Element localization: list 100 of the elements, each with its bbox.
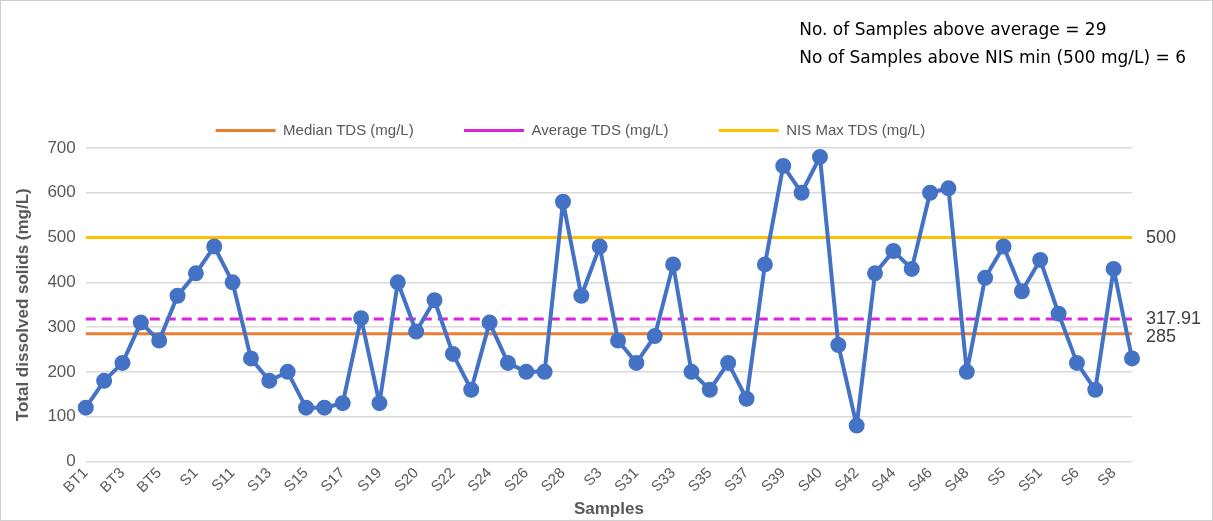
y-tick-label: 400: [47, 272, 76, 292]
point: [958, 363, 975, 380]
y-tick-label: 0: [66, 451, 76, 471]
point: [261, 372, 278, 389]
point: [132, 314, 149, 331]
point: [187, 265, 204, 282]
point: [224, 274, 241, 291]
point: [151, 332, 168, 349]
point: [298, 399, 315, 416]
point: [96, 372, 113, 389]
x-tick-label: S46: [904, 463, 936, 495]
legend-label: Median TDS (mg/L): [283, 120, 414, 138]
point: [1050, 305, 1067, 322]
point: [848, 417, 865, 434]
x-tick-label: S37: [720, 463, 752, 495]
point: [353, 310, 370, 327]
point: [591, 238, 608, 255]
legend-label: NIS Max TDS (mg/L): [786, 120, 926, 138]
x-tick-label: S15: [280, 463, 312, 495]
point: [922, 184, 939, 201]
point: [536, 363, 553, 380]
data-label: 285: [1146, 326, 1177, 347]
point: [830, 337, 847, 354]
x-tick-label: S35: [683, 463, 715, 495]
x-tick-label: S19: [353, 463, 385, 495]
point: [334, 395, 351, 412]
point: [867, 265, 884, 282]
point: [940, 180, 957, 197]
point: [610, 332, 627, 349]
y-tick-label: 600: [47, 182, 76, 202]
point: [1068, 354, 1085, 371]
point: [1013, 283, 1030, 300]
legend-label: Average TDS (mg/L): [531, 120, 669, 138]
x-axis-title: Samples: [573, 499, 644, 519]
x-tick-label: S39: [757, 463, 789, 495]
x-tick-label: S5: [983, 463, 1009, 489]
y-tick-label: 100: [47, 406, 76, 426]
point: [499, 354, 516, 371]
x-tick-label: S31: [610, 463, 642, 495]
point: [995, 238, 1012, 255]
text: No of Samples above NIS min (500 mg/L) = 6: [799, 46, 1186, 69]
point: [114, 354, 131, 371]
y-tick-label: 300: [47, 316, 76, 336]
point: [977, 269, 994, 286]
point: [701, 381, 718, 398]
y-tick-label: 700: [47, 137, 76, 157]
x-tick-label: S24: [463, 463, 495, 495]
point: [408, 323, 425, 340]
point: [444, 345, 461, 362]
x-tick-label: S44: [867, 463, 899, 495]
point: [169, 287, 186, 304]
x-tick-label: S11: [207, 463, 238, 494]
data-label: 317.91: [1146, 308, 1202, 329]
x-tick-label: S26: [500, 463, 532, 495]
point: [77, 399, 94, 416]
point: [793, 184, 810, 201]
x-tick-label: S20: [390, 463, 422, 495]
y-tick-label: 500: [47, 227, 76, 247]
point: [316, 399, 333, 416]
point: [279, 363, 296, 380]
point: [720, 354, 737, 371]
point: [628, 354, 645, 371]
y-tick-label: 200: [47, 361, 76, 381]
point: [775, 157, 792, 174]
point: [518, 363, 535, 380]
x-tick-label: S28: [537, 463, 569, 495]
x-tick-label: S3: [579, 463, 605, 489]
point: [1105, 260, 1122, 277]
x-tick-label: BT3: [96, 463, 128, 496]
point: [646, 328, 663, 345]
x-tick-label: S33: [647, 463, 679, 495]
point: [903, 260, 920, 277]
point: [683, 363, 700, 380]
point: [426, 292, 443, 309]
x-tick-label: S17: [316, 463, 348, 495]
point: [481, 314, 498, 331]
point: [756, 256, 773, 273]
x-tick-label: S8: [1093, 463, 1119, 489]
point: [1087, 381, 1104, 398]
point: [389, 274, 406, 291]
point: [738, 390, 755, 407]
text: No. of Samples above average = 29: [799, 18, 1108, 41]
point: [371, 395, 388, 412]
point: [885, 242, 902, 259]
y-axis-title: Total dissolved solids (mg/L): [12, 188, 32, 422]
x-tick-label: S1: [175, 463, 201, 489]
point: [811, 148, 828, 165]
data-label: 500: [1146, 226, 1177, 247]
x-tick-label: S48: [940, 463, 972, 495]
point: [573, 287, 590, 304]
x-tick-label: S22: [427, 463, 458, 495]
point: [206, 238, 223, 255]
point: [463, 381, 480, 398]
x-tick-label: S51: [1014, 463, 1046, 495]
x-tick-label: S13: [243, 463, 275, 495]
point: [1124, 350, 1140, 367]
point: [242, 350, 259, 367]
point: [554, 193, 571, 210]
x-tick-label: S6: [1056, 463, 1082, 489]
x-tick-label: S40: [794, 463, 826, 495]
